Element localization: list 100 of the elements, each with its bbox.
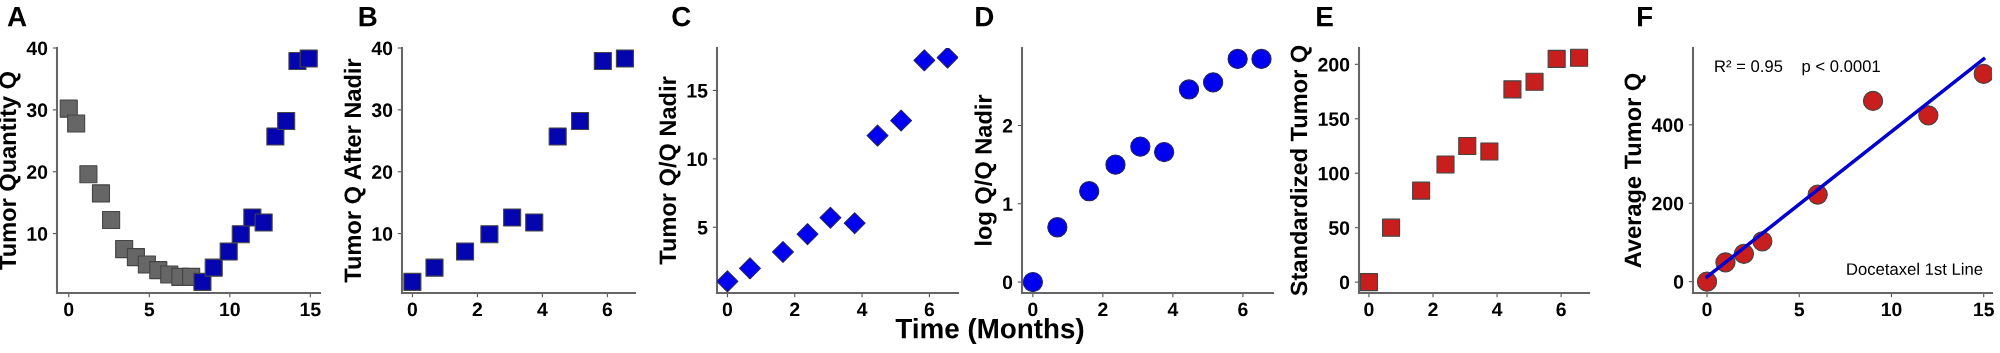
chart-title: A <box>7 7 27 27</box>
chart-title: D <box>976 7 994 27</box>
y-tick-label: 20 <box>27 165 48 179</box>
point <box>254 213 273 232</box>
point <box>548 127 567 146</box>
point <box>204 258 223 277</box>
y-tick-label: 30 <box>371 103 393 118</box>
y-axis-title: Tumor Q After Nadir <box>343 58 366 283</box>
x-tick-label: 15 <box>1974 302 1994 317</box>
x-tick-label: 0 <box>1702 302 1712 317</box>
point <box>1458 136 1477 156</box>
point <box>1547 49 1566 68</box>
x-tick-label: 4 <box>537 302 548 317</box>
point <box>571 111 590 131</box>
point <box>1918 105 1939 126</box>
y-tick-label: 10 <box>687 152 708 167</box>
y-tick-label: 10 <box>372 227 393 241</box>
point <box>819 206 842 229</box>
y-axis-title: Tumor Q/Q Nadir <box>658 76 681 265</box>
point <box>425 258 444 277</box>
point <box>1154 141 1175 163</box>
y-axis-title: log Q/Q Nadir <box>974 94 997 245</box>
point <box>219 242 238 261</box>
x-tick-label: 6 <box>924 302 935 317</box>
point <box>403 272 422 291</box>
y-tick-label: 15 <box>687 84 708 98</box>
point <box>1079 181 1100 202</box>
chart-title: F <box>1638 7 1653 27</box>
y-axis-title: Average Tumor Q <box>1624 73 1646 268</box>
x-tick-label: 0 <box>722 302 733 317</box>
annotation: R² = 0.95 p < 0.0001 <box>1715 60 1880 76</box>
point <box>593 51 612 71</box>
x-tick-label: 0 <box>64 302 74 317</box>
point <box>91 184 111 203</box>
y-tick-label: 0 <box>1339 275 1350 290</box>
point <box>1412 181 1431 200</box>
point <box>739 257 761 280</box>
point <box>1178 79 1200 100</box>
point <box>1480 142 1499 161</box>
chart-title: E <box>1317 7 1333 27</box>
point <box>299 49 318 68</box>
point <box>102 210 121 230</box>
y-tick-label: 150 <box>1318 112 1350 127</box>
point <box>1227 48 1248 70</box>
point <box>1359 273 1378 292</box>
y-tick-label: 2 <box>1002 118 1013 133</box>
x-tick-label: 6 <box>1238 302 1248 317</box>
point <box>1105 154 1126 175</box>
x-tick-label: 4 <box>1491 302 1503 317</box>
y-tick-label: 40 <box>26 41 48 56</box>
point <box>1022 271 1043 293</box>
x-tick-label: 4 <box>856 302 868 317</box>
y-tick-label: 100 <box>1318 166 1350 181</box>
x-tick-label: 0 <box>1028 302 1038 317</box>
point <box>525 213 544 232</box>
x-tick-label: 15 <box>300 302 321 317</box>
y-tick-label: 200 <box>1652 196 1684 211</box>
x-tick-label: 0 <box>1364 302 1374 317</box>
point <box>615 49 634 68</box>
y-tick-label: 400 <box>1651 118 1684 133</box>
y-tick-label: 5 <box>697 220 708 235</box>
y-tick-label: 10 <box>27 227 48 241</box>
y-tick-label: 20 <box>372 165 393 179</box>
x-tick-label: 0 <box>407 302 418 317</box>
point <box>890 109 913 132</box>
x-tick-label: 2 <box>790 302 800 317</box>
point <box>266 127 285 146</box>
point <box>1130 136 1151 157</box>
point <box>1570 48 1589 67</box>
point <box>936 48 958 69</box>
point <box>231 225 250 244</box>
y-tick-label: 0 <box>1002 275 1013 290</box>
point <box>866 124 889 147</box>
point <box>503 208 522 227</box>
point <box>79 165 98 184</box>
point <box>843 212 866 235</box>
point <box>455 242 475 261</box>
x-tick-label: 5 <box>144 302 155 317</box>
y-tick-label: 50 <box>1328 221 1350 235</box>
y-tick-label: 0 <box>1673 275 1684 289</box>
point <box>1203 72 1224 93</box>
x-axis-title: Time (Months) <box>895 318 1084 344</box>
point <box>1503 80 1522 99</box>
point <box>1525 72 1544 91</box>
chart-title: B <box>359 7 377 27</box>
point <box>717 270 739 293</box>
y-axis-title: Standardized Tumor Q <box>1289 45 1312 296</box>
point <box>913 49 936 72</box>
x-tick-label: 6 <box>602 302 613 317</box>
chart-title: C <box>672 6 691 27</box>
y-tick-label: 30 <box>26 103 48 118</box>
point <box>1862 90 1884 112</box>
point <box>796 223 819 246</box>
x-tick-label: 5 <box>1794 302 1805 317</box>
x-tick-label: 2 <box>472 302 483 317</box>
point <box>1047 217 1068 238</box>
x-tick-label: 2 <box>1098 302 1108 317</box>
x-tick-label: 4 <box>1167 302 1179 317</box>
point <box>1251 48 1272 70</box>
point <box>193 272 212 291</box>
